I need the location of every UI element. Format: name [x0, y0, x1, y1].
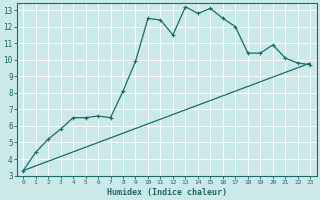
X-axis label: Humidex (Indice chaleur): Humidex (Indice chaleur) — [107, 188, 227, 197]
